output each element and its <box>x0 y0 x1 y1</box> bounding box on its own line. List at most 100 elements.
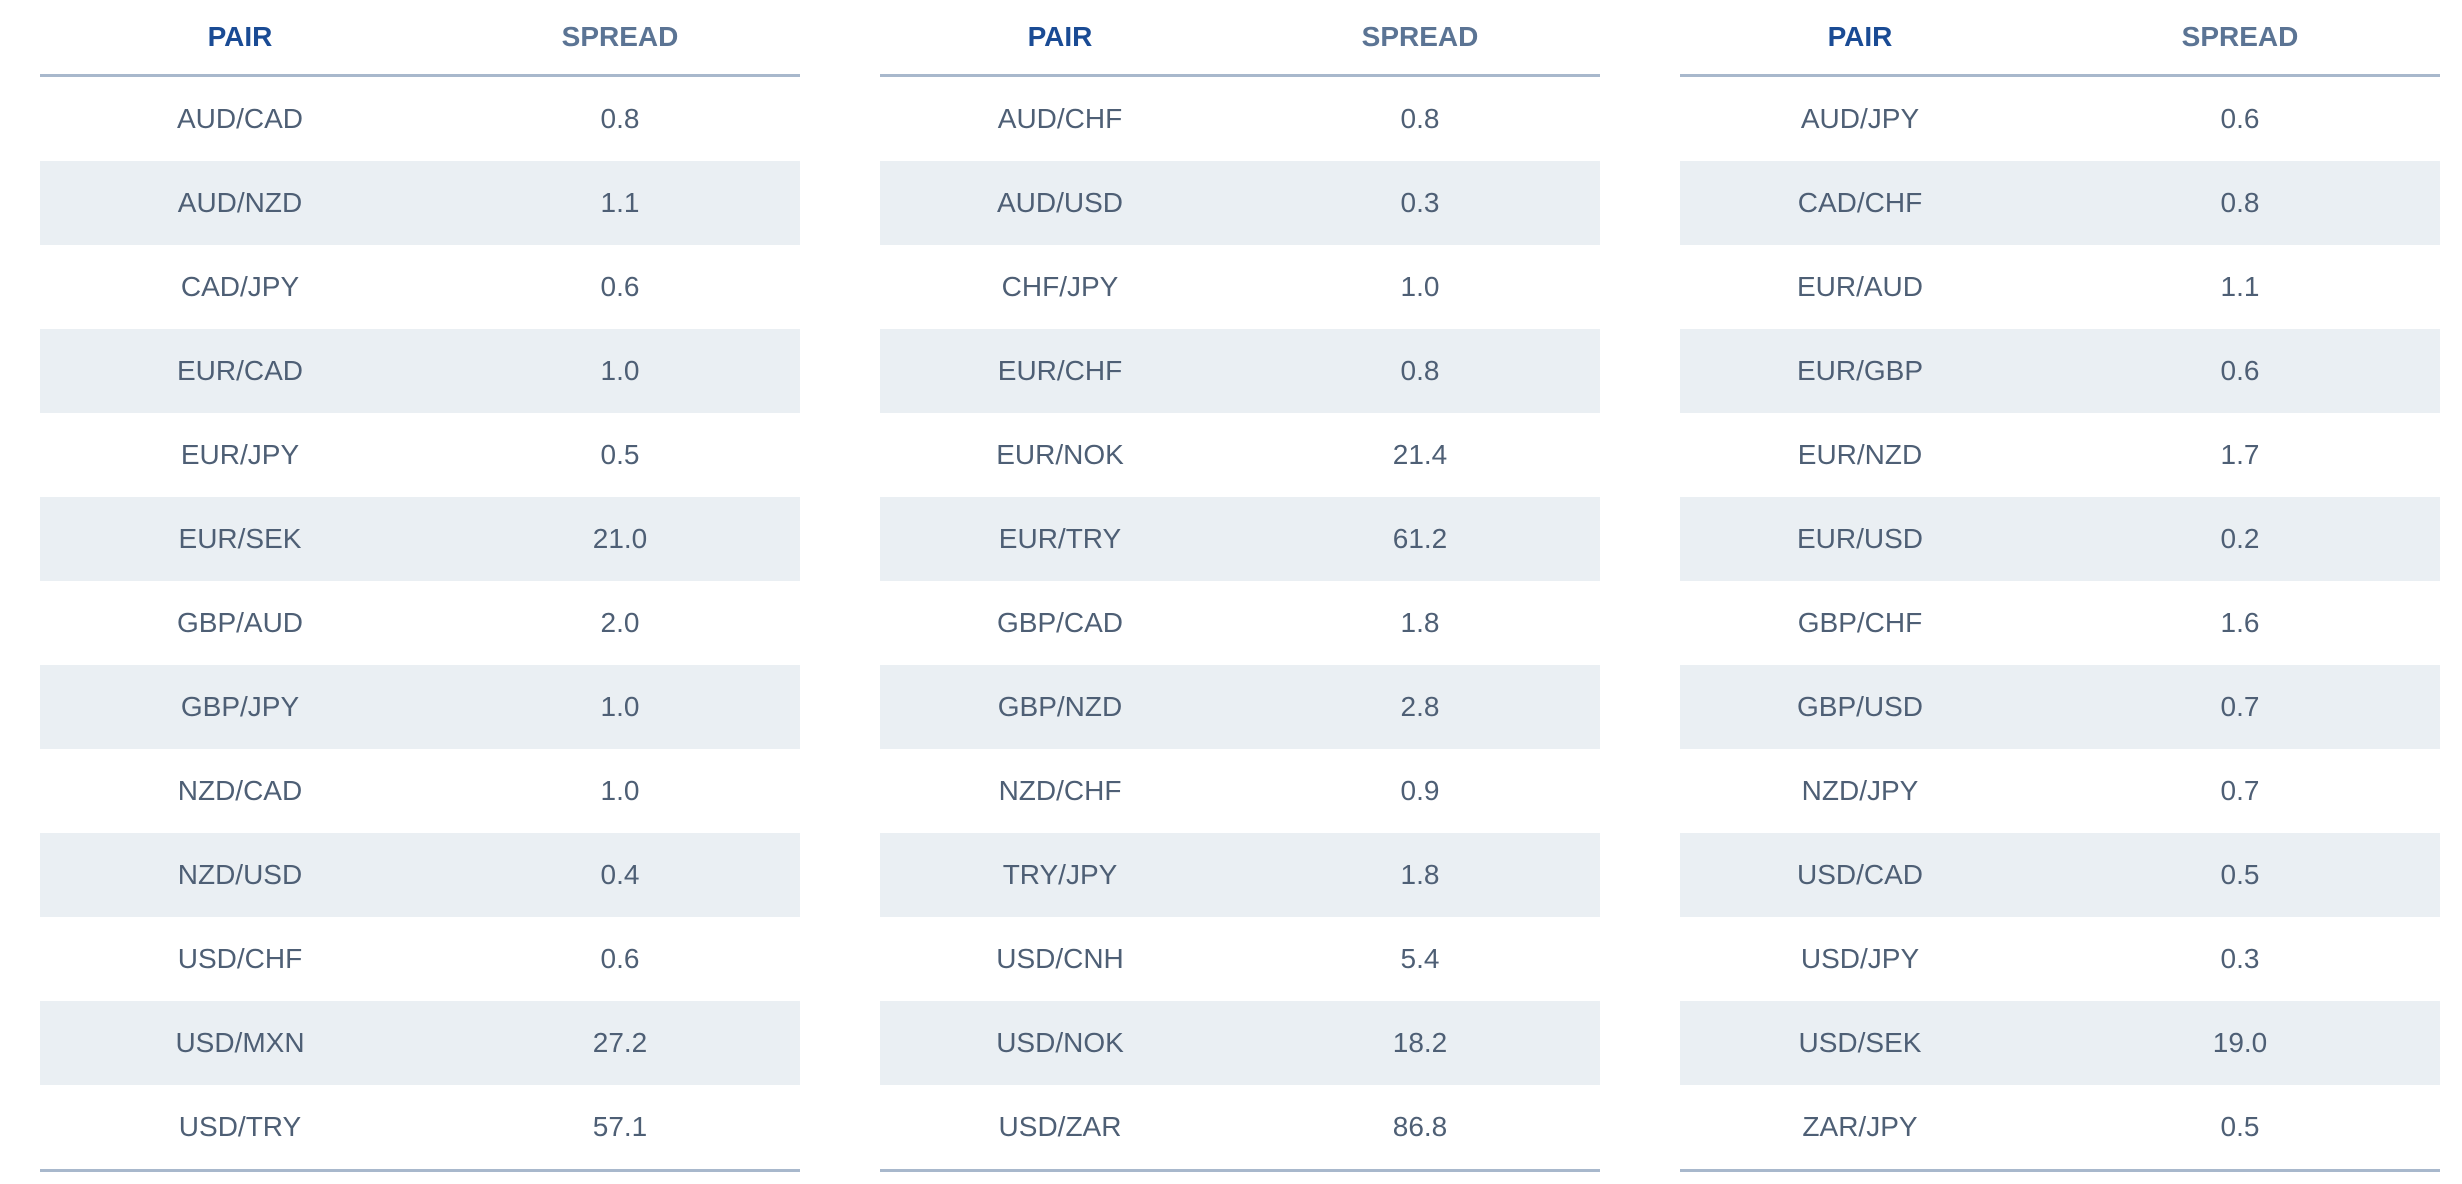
spread-cell: 0.3 <box>1240 161 1600 245</box>
table-row: GBP/CHF 1.6 <box>1680 581 2440 665</box>
spread-cell: 21.0 <box>440 497 800 581</box>
pair-cell: CHF/JPY <box>1001 271 1119 302</box>
spread-cell: 0.9 <box>1400 775 1440 806</box>
table-row: CAD/JPY 0.6 <box>40 245 800 329</box>
pair-cell: USD/SEK <box>1680 1001 2040 1085</box>
pair-cell: EUR/NOK <box>996 439 1124 470</box>
pair-cell: USD/NOK <box>880 1001 1240 1085</box>
pair-cell: GBP/JPY <box>40 665 440 749</box>
pair-cell: USD/CHF <box>177 943 303 974</box>
pair-cell: AUD/JPY <box>1800 103 1920 134</box>
spread-table-3: PAIR SPREAD AUD/JPY 0.6 CAD/CHF 0.8 EUR/AUD 1… <box>1680 0 2440 1172</box>
table-row: AUD/NZD 1.1 <box>40 161 800 245</box>
spread-cell: 0.8 <box>1400 103 1440 134</box>
pair-cell: EUR/NZD <box>1797 439 1923 470</box>
spread-cell: 1.8 <box>1240 833 1600 917</box>
spread-cell: 0.8 <box>600 103 640 134</box>
spread-cell: 0.3 <box>2220 943 2260 974</box>
table-row: USD/NOK 18.2 <box>880 1001 1600 1085</box>
spread-cell: 0.2 <box>2040 497 2440 581</box>
table-row: EUR/TRY 61.2 <box>880 497 1600 581</box>
spread-cell: 1.0 <box>1400 271 1440 302</box>
table-row: EUR/CHF 0.8 <box>880 329 1600 413</box>
spread-cell: 2.0 <box>600 607 640 638</box>
table-row: AUD/JPY 0.6 <box>1680 76 2440 162</box>
table-row: CHF/JPY 1.0 <box>880 245 1600 329</box>
spread-cell: 0.5 <box>2040 1085 2440 1172</box>
table-row: USD/ZAR 86.8 <box>880 1085 1600 1172</box>
table-row: GBP/USD 0.7 <box>1680 665 2440 749</box>
spread-cell: 1.1 <box>2220 271 2260 302</box>
spread-cell: 27.2 <box>440 1001 800 1085</box>
table-row: EUR/SEK 21.0 <box>40 497 800 581</box>
spread-cell: 57.1 <box>440 1085 800 1172</box>
pair-cell: USD/JPY <box>1800 943 1920 974</box>
pair-cell: EUR/USD <box>1680 497 2040 581</box>
pair-cell: GBP/CAD <box>996 607 1124 638</box>
table-row: USD/MXN 27.2 <box>40 1001 800 1085</box>
spread-table-2: PAIR SPREAD AUD/CHF 0.8 AUD/USD 0.3 CHF/JPY 1… <box>880 0 1600 1172</box>
table-row: USD/SEK 19.0 <box>1680 1001 2440 1085</box>
table-row: AUD/USD 0.3 <box>880 161 1600 245</box>
spread-cell: 1.6 <box>2220 607 2260 638</box>
spread-column-header: SPREAD <box>440 0 800 77</box>
spread-cell: 1.0 <box>600 775 640 806</box>
spread-cell: 0.7 <box>2220 775 2260 806</box>
spread-cell: 0.6 <box>2040 329 2440 413</box>
table-row: AUD/CAD 0.8 <box>40 76 800 162</box>
table-row: EUR/NZD 1.7 <box>1680 413 2440 497</box>
spread-cell: 0.6 <box>600 943 640 974</box>
pair-column-header: PAIR <box>880 0 1240 77</box>
pair-cell: GBP/NZD <box>880 665 1240 749</box>
pair-cell: NZD/USD <box>40 833 440 917</box>
pair-cell: EUR/CAD <box>40 329 440 413</box>
table-row: USD/CNH 5.4 <box>880 917 1600 1001</box>
pair-column-header: PAIR <box>40 0 440 77</box>
pair-cell: CAD/CHF <box>1680 161 2040 245</box>
table-row: EUR/AUD 1.1 <box>1680 245 2440 329</box>
pair-cell: GBP/AUD <box>176 607 304 638</box>
spread-column-header: SPREAD <box>2040 0 2440 77</box>
spread-cell: 1.0 <box>440 329 800 413</box>
pair-cell: USD/MXN <box>40 1001 440 1085</box>
pair-cell: NZD/CHF <box>998 775 1122 806</box>
spread-cell: 1.8 <box>1400 607 1440 638</box>
table-row: USD/TRY 57.1 <box>40 1085 800 1172</box>
table-row: USD/CAD 0.5 <box>1680 833 2440 917</box>
pair-cell: EUR/AUD <box>1796 271 1923 302</box>
table-row: USD/CHF 0.6 <box>40 917 800 1001</box>
table-body: AUD/CHF 0.8 AUD/USD 0.3 CHF/JPY 1.0 EUR/CHF 0.8… <box>880 76 1600 1172</box>
table-row: TRY/JPY 1.8 <box>880 833 1600 917</box>
table-row: EUR/JPY 0.5 <box>40 413 800 497</box>
pair-cell: NZD/CAD <box>177 775 303 806</box>
pair-column-header: PAIR <box>1680 0 2040 77</box>
table-row: CAD/CHF 0.8 <box>1680 161 2440 245</box>
pair-cell: USD/TRY <box>40 1085 440 1172</box>
spread-column-header: SPREAD <box>1240 0 1600 77</box>
pair-cell: AUD/CHF <box>997 103 1123 134</box>
spread-cell: 2.8 <box>1240 665 1600 749</box>
table-row: EUR/USD 0.2 <box>1680 497 2440 581</box>
pair-cell: GBP/CHF <box>1797 607 1923 638</box>
pair-cell: AUD/USD <box>880 161 1240 245</box>
pair-cell: USD/CAD <box>1680 833 2040 917</box>
pair-cell: EUR/JPY <box>180 439 300 470</box>
pair-cell: USD/ZAR <box>880 1085 1240 1172</box>
spread-cell: 0.7 <box>2040 665 2440 749</box>
table-row: GBP/JPY 1.0 <box>40 665 800 749</box>
table-row: GBP/CAD 1.8 <box>880 581 1600 665</box>
pair-cell: ZAR/JPY <box>1680 1085 2040 1172</box>
pair-cell: AUD/CAD <box>176 103 303 134</box>
spread-cell: 21.4 <box>1392 439 1448 470</box>
spread-cell: 61.2 <box>1240 497 1600 581</box>
table-row: EUR/NOK 21.4 <box>880 413 1600 497</box>
table-row: NZD/CAD 1.0 <box>40 749 800 833</box>
pair-cell: GBP/USD <box>1680 665 2040 749</box>
pair-cell: NZD/JPY <box>1801 775 1919 806</box>
spread-table-1: PAIR SPREAD AUD/CAD 0.8 AUD/NZD 1.1 CAD/JPY 0… <box>40 0 800 1172</box>
spread-cell: 86.8 <box>1240 1085 1600 1172</box>
table-row: GBP/AUD 2.0 <box>40 581 800 665</box>
spread-cell: 0.8 <box>1240 329 1600 413</box>
pair-cell: EUR/GBP <box>1680 329 2040 413</box>
spread-cell: 1.0 <box>440 665 800 749</box>
